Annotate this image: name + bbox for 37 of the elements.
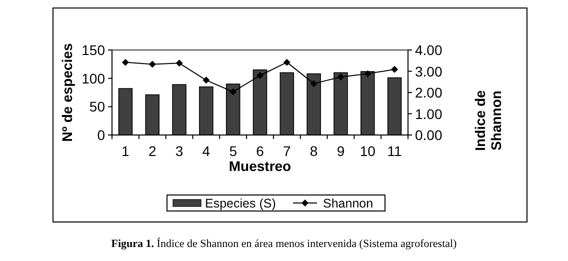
y2-tick-label: 2.00 [415, 84, 442, 100]
y2-tick-label: 1.00 [415, 106, 442, 122]
y2-tick-label: 0.00 [415, 127, 442, 143]
y-axis-title: Nº de especies [59, 43, 75, 142]
point [148, 60, 156, 68]
x-tick-label: 6 [256, 143, 264, 159]
x-tick-label: 9 [336, 143, 345, 159]
point [364, 70, 372, 78]
point [391, 66, 398, 73]
y-tick-label: 100 [82, 70, 106, 86]
x-tick-label: 4 [202, 143, 210, 159]
point [202, 76, 210, 84]
y-tick-label: 150 [82, 42, 106, 58]
x-tick-label: 2 [148, 143, 156, 159]
legend-label: Shannon [323, 196, 374, 210]
y-tick-label: 0 [97, 127, 106, 143]
y2-axis-title: Indice de Shannon [472, 90, 504, 151]
point [283, 58, 290, 66]
y2-tick-label: 4.00 [415, 42, 442, 58]
x-tick-label: 3 [175, 143, 184, 159]
x-tick-label: 10 [360, 143, 376, 159]
point [256, 72, 264, 79]
x-tick-label: 7 [283, 143, 292, 159]
point [230, 88, 237, 96]
x-axis-title: Muestreo [228, 158, 292, 174]
point [337, 73, 344, 80]
y2-tick-label: 3.00 [415, 63, 442, 80]
x-tick-label: 11 [387, 143, 402, 159]
y-tick-label: 50 [89, 98, 106, 115]
x-tick-label: 8 [310, 143, 318, 159]
x-tick-label: 1 [122, 143, 130, 159]
point [310, 80, 318, 88]
x-tick-label: 5 [229, 143, 238, 159]
point [176, 60, 183, 67]
legend-label: Especies (S) [205, 196, 276, 210]
text: Figura 1. Índice de Shannon en área menos intervenida (Sistema agroforestal) [111, 237, 458, 250]
point [122, 58, 129, 66]
